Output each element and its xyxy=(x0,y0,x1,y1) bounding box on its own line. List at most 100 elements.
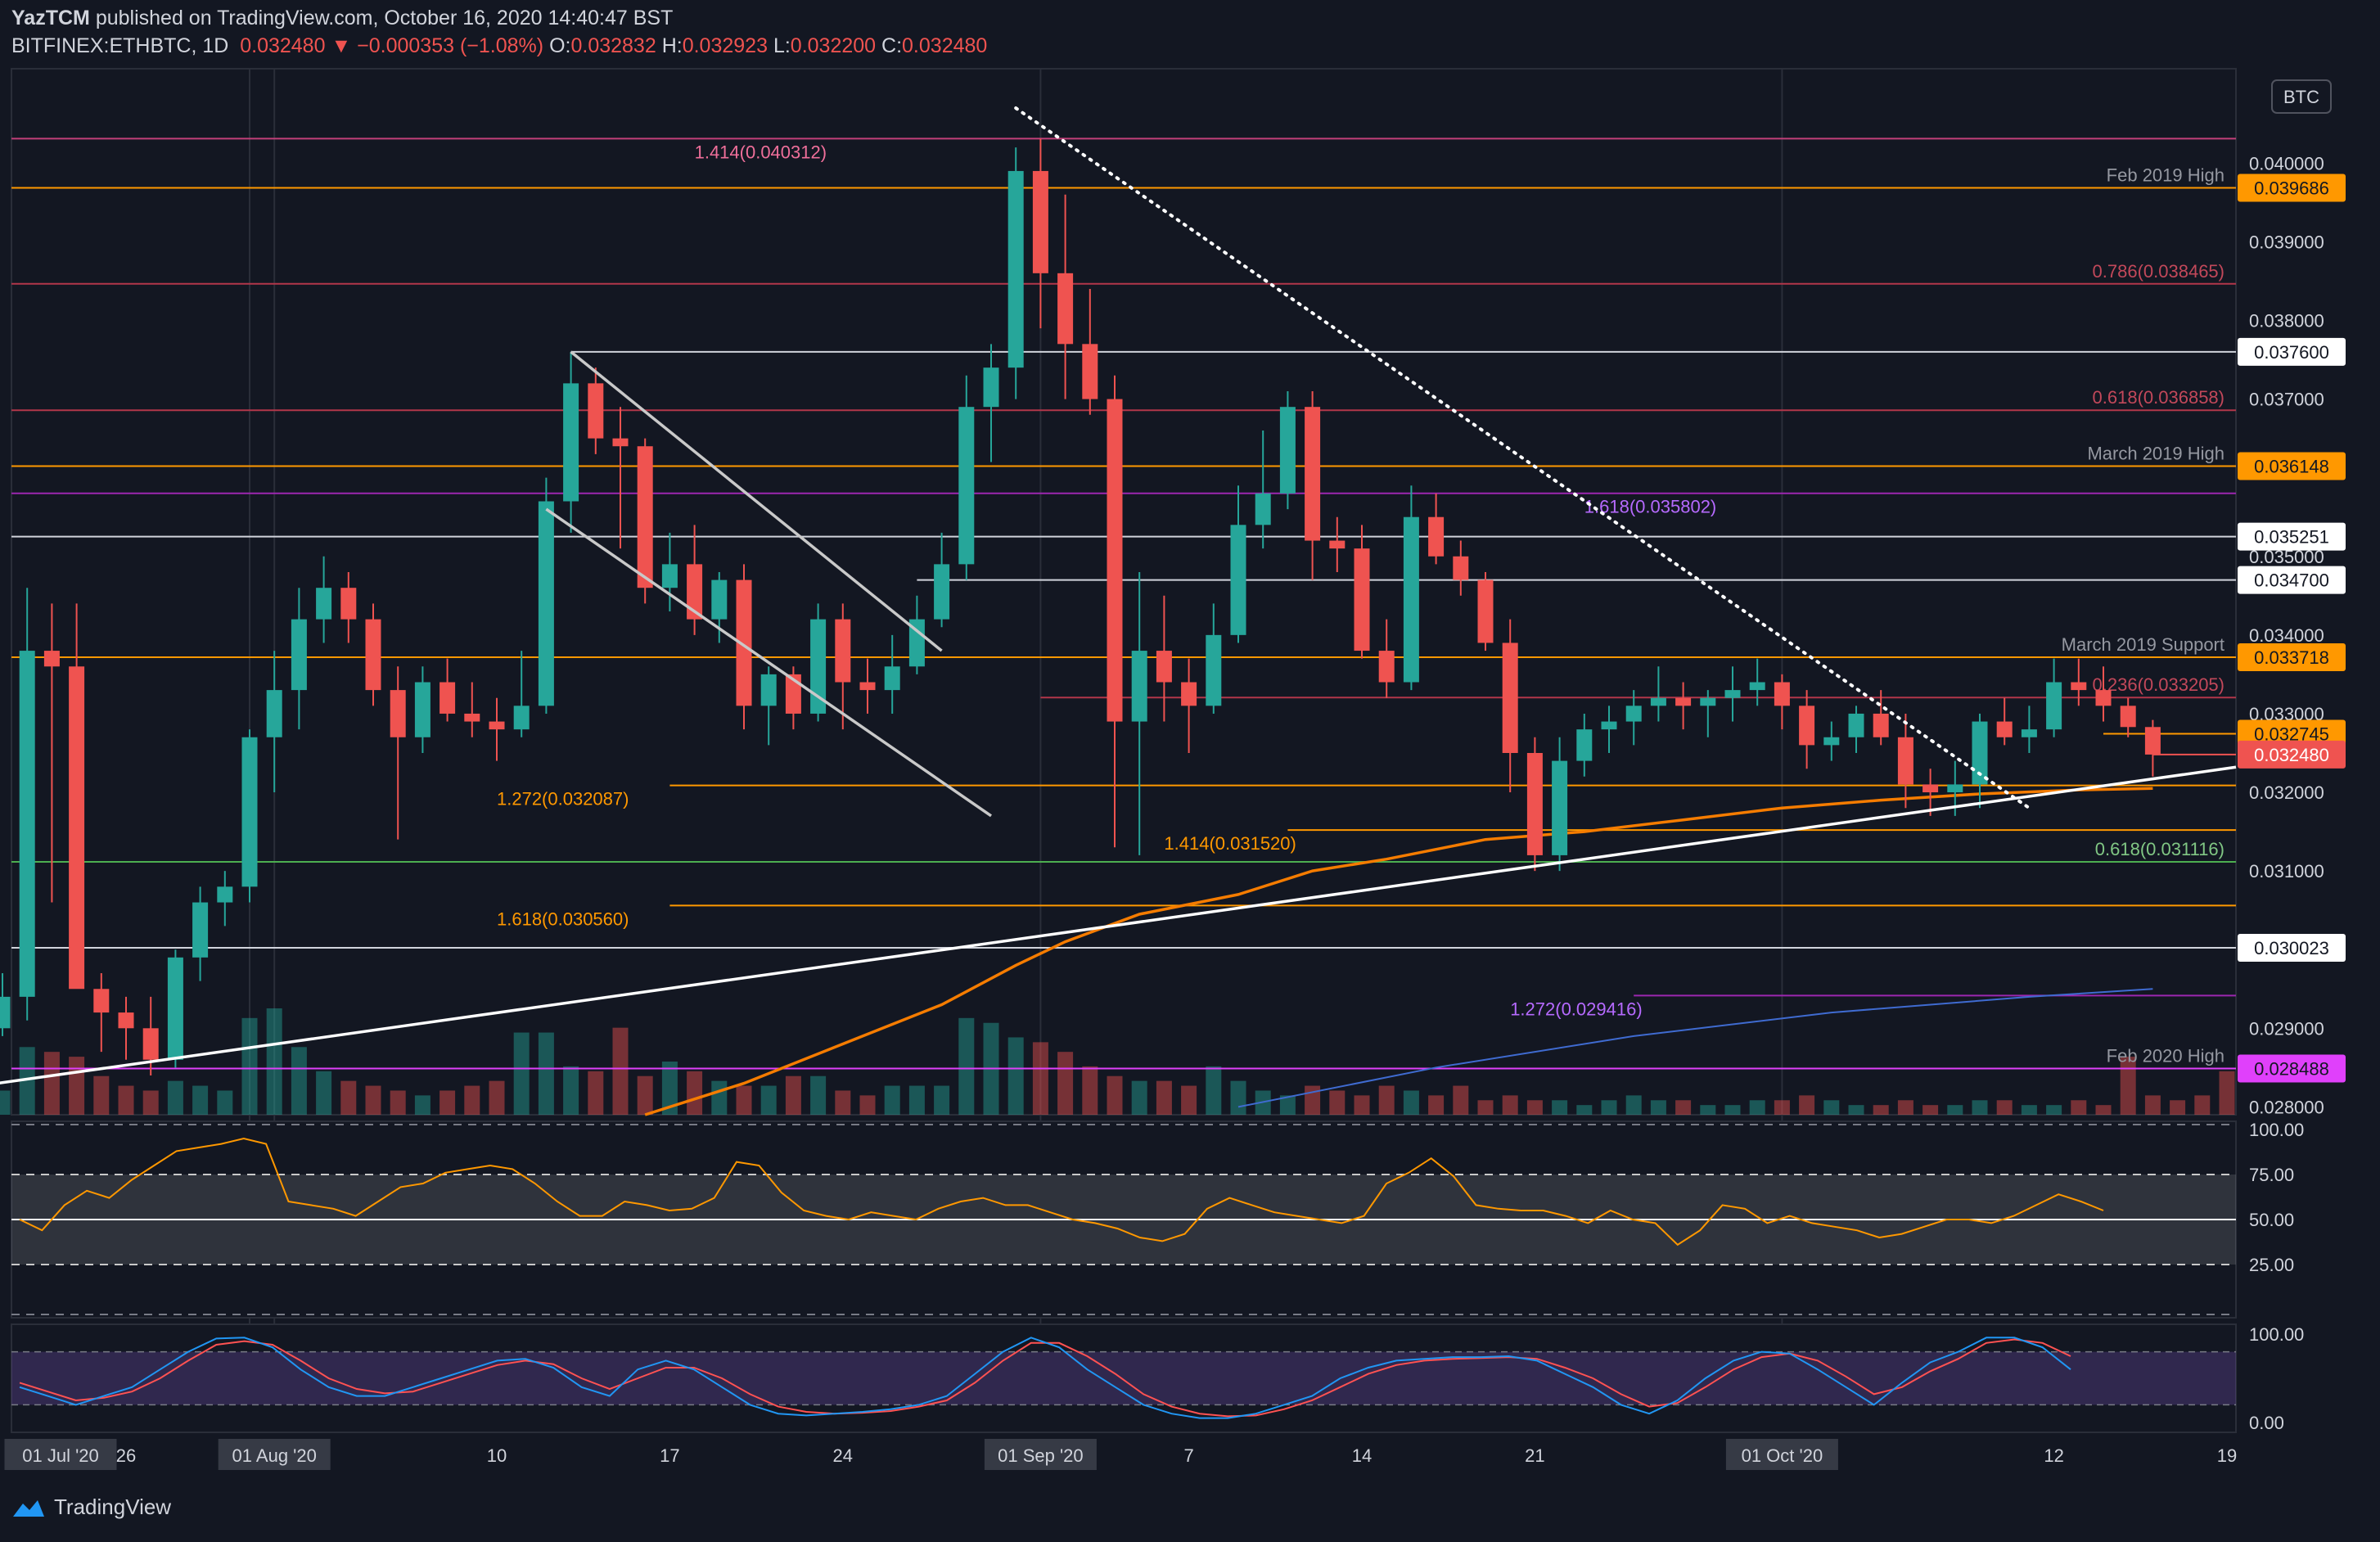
volume-bar xyxy=(1625,1095,1642,1115)
volume-bar xyxy=(637,1075,653,1115)
price-tag-label: 0.034700 xyxy=(2254,570,2329,591)
candle-body xyxy=(884,666,900,691)
time-axis-label: 26 xyxy=(116,1445,136,1466)
price-level-label: 0.618(0.036858) xyxy=(2093,387,2224,408)
candle-body xyxy=(439,682,456,714)
volume-bar xyxy=(1032,1042,1048,1115)
main-pane[interactable] xyxy=(11,68,2237,1116)
price-level-label: March 2019 Support xyxy=(2062,634,2224,655)
last-price: 0.032480 xyxy=(240,34,326,57)
candle-body xyxy=(1057,273,1074,345)
time-axis-label: 19 xyxy=(2217,1445,2237,1466)
price-tag-label: 0.030023 xyxy=(2254,938,2329,958)
volume-bar xyxy=(2194,1095,2211,1115)
trendline xyxy=(570,350,943,652)
candle-body xyxy=(1502,642,1518,753)
price-tag-label: 0.037600 xyxy=(2254,342,2329,363)
volume-bar xyxy=(859,1095,876,1115)
volume-bar xyxy=(785,1075,801,1115)
volume-bar xyxy=(241,1017,258,1115)
fib-level-label: 1.414(0.040312) xyxy=(695,142,827,162)
candle-body xyxy=(1477,579,1494,643)
candle-body xyxy=(340,588,357,620)
price-axis-tick: 0.040000 xyxy=(2249,153,2324,174)
time-axis-label: 7 xyxy=(1183,1445,1193,1466)
candle-body xyxy=(1156,651,1172,683)
candle-body xyxy=(1552,760,1568,855)
volume-bar xyxy=(1279,1095,1296,1115)
candle-body xyxy=(217,886,233,903)
volume-bar xyxy=(908,1085,925,1115)
candle-body xyxy=(983,367,999,408)
high-value: 0.032923 xyxy=(682,34,768,57)
volume-bar xyxy=(340,1080,357,1115)
candle-body xyxy=(19,651,35,997)
volume-bar xyxy=(538,1032,554,1115)
volume-bar xyxy=(1502,1095,1518,1115)
candle-body xyxy=(1354,548,1370,652)
candle-body xyxy=(1378,651,1395,683)
volume-bar xyxy=(2219,1071,2235,1115)
candle-body xyxy=(687,564,703,620)
currency-badge[interactable]: BTC xyxy=(2271,79,2332,114)
candle-body xyxy=(1650,697,1666,706)
trendline xyxy=(545,507,992,818)
publisher-name[interactable]: YazTCM xyxy=(11,7,90,29)
price-tag-label: 0.039686 xyxy=(2254,178,2329,198)
volume-bar xyxy=(316,1071,332,1115)
stoch-pane xyxy=(11,1323,2237,1433)
volume-bar xyxy=(1428,1095,1445,1115)
candle-body xyxy=(1897,737,1913,785)
volume-bar xyxy=(1082,1066,1098,1115)
volume-bar xyxy=(1601,1100,1617,1115)
volume-bar xyxy=(1848,1105,1864,1115)
candle-body xyxy=(241,737,258,887)
volume-bar xyxy=(142,1090,159,1115)
candle-body xyxy=(2144,727,2161,755)
price-tag xyxy=(2238,642,2346,671)
time-axis-label: 01 Oct '20 xyxy=(1742,1445,1823,1466)
time-axis-box xyxy=(4,1439,117,1470)
volume-bar xyxy=(1972,1100,1988,1115)
candle-body xyxy=(1947,784,1963,793)
candle-body xyxy=(538,501,554,706)
volume-bar xyxy=(2071,1100,2087,1115)
candle-body xyxy=(464,713,480,722)
volume-bar xyxy=(835,1090,851,1115)
price-axis-tick: 0.037000 xyxy=(2249,390,2324,410)
fib-level-label: 1.618(0.035802) xyxy=(1584,497,1716,517)
volume-bar xyxy=(563,1066,579,1115)
volume-bar xyxy=(810,1075,827,1115)
candle-body xyxy=(1255,493,1271,525)
volume-bar xyxy=(0,1090,11,1115)
volume-bar xyxy=(464,1085,480,1115)
rsi-axis-tick: 75.00 xyxy=(2249,1165,2294,1185)
price-level-label: March 2019 High xyxy=(2087,443,2224,463)
moving-average-200-line xyxy=(644,787,2153,1116)
volume-bar xyxy=(1403,1090,1419,1115)
candle-body xyxy=(291,619,307,691)
candle-body xyxy=(142,1028,159,1060)
time-axis-box xyxy=(1725,1439,1838,1470)
rsi-axis-tick: 100.00 xyxy=(2249,1120,2304,1140)
descending-dotted-trendline xyxy=(1014,106,2031,810)
price-change: ▼ −0.000353 (−1.08%) xyxy=(331,34,544,57)
volume-bar xyxy=(760,1085,777,1115)
candle-body xyxy=(69,666,85,990)
candle-body xyxy=(1206,634,1222,706)
volume-bar xyxy=(884,1085,900,1115)
price-tag xyxy=(2238,174,2346,202)
stoch-k-line xyxy=(19,1337,2071,1419)
candle-body xyxy=(1972,721,1988,785)
price-axis-tick: 0.028000 xyxy=(2249,1097,2324,1117)
volume-bar xyxy=(661,1062,678,1115)
volume-bar xyxy=(1526,1100,1543,1115)
volume-bar xyxy=(2095,1105,2112,1115)
candle-body xyxy=(760,674,777,706)
symbol-label[interactable]: BITFINEX:ETHBTC, 1D xyxy=(11,34,229,57)
tradingview-brand[interactable]: TradingView xyxy=(11,1495,171,1520)
fib-level-label: 1.618(0.030560) xyxy=(497,909,629,929)
price-tag-label: 0.035251 xyxy=(2254,527,2329,548)
volume-bar xyxy=(217,1090,233,1115)
